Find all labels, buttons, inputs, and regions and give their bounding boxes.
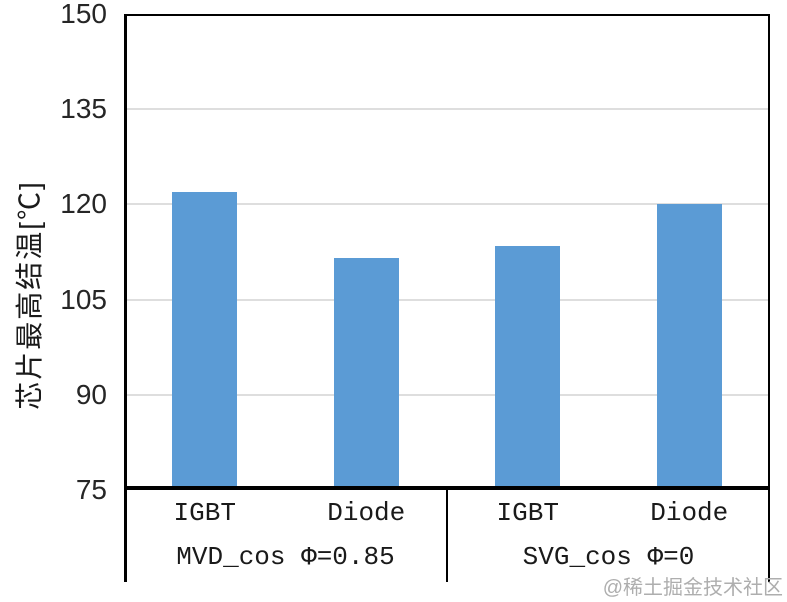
axis-separator [124,490,127,582]
gridline [127,298,768,301]
y-tick-label: 150 [60,0,107,29]
axis-separator [768,490,770,582]
gridline [127,108,768,111]
y-tick-label: 90 [75,378,107,410]
gridline [127,393,768,396]
axis-separator [446,490,448,582]
y-tick-label: 135 [60,93,107,125]
category-label: IGBT [173,498,236,528]
gridline [127,203,768,206]
bar-igbt-0 [172,191,238,486]
y-tick-label: 120 [60,188,107,220]
watermark: @稀土掘金技术社区 [602,577,783,599]
category-label: Diode [650,498,729,528]
group-label: MVD_cos Φ=0.85 [176,542,395,572]
bar-diode-3 [656,204,722,486]
bar-diode-1 [333,258,399,486]
y-tick-label: 75 [75,474,107,505]
y-tick-label: 105 [60,283,107,315]
category-label: Diode [327,498,406,528]
group-label: SVG_cos Φ=0 [522,542,695,572]
plot-area [124,14,770,490]
bar-igbt-2 [495,245,561,486]
category-axis: IGBT Diode IGBT Diode MVD_cos Φ=0.85 SVG_cos … [0,490,787,602]
category-label: IGBT [496,498,559,528]
